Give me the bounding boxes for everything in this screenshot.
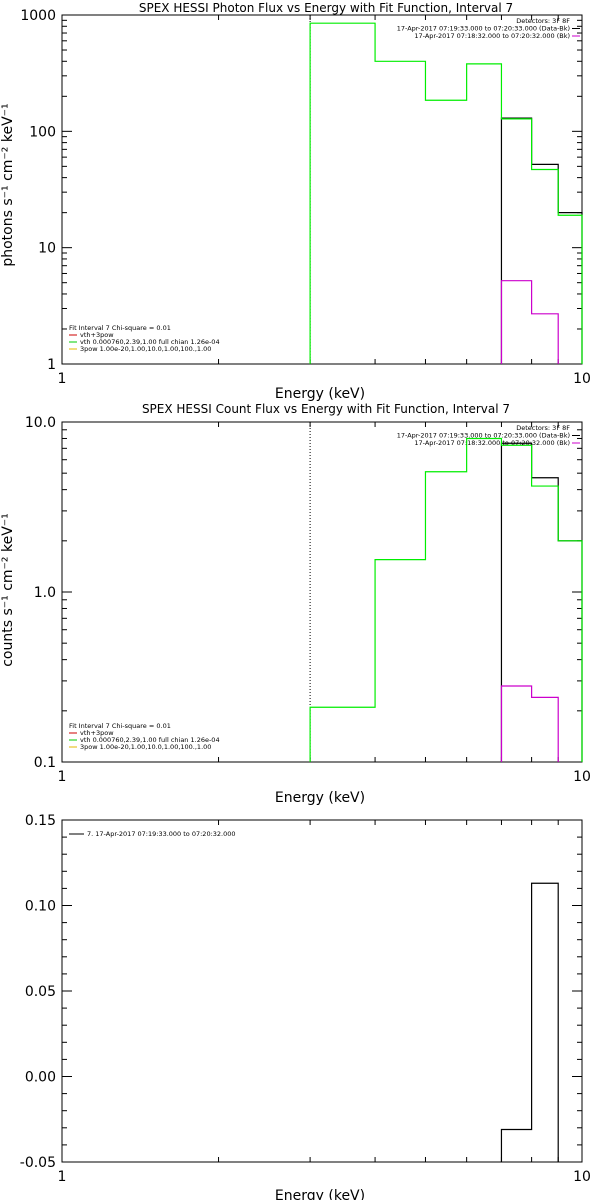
panel1-y-tick-label: 1 bbox=[47, 357, 56, 373]
panel1-frame bbox=[61, 14, 583, 365]
panel2-header-line: 17-Apr-2017 07:18:32.000 to 07:20:32.000… bbox=[414, 439, 570, 447]
panel2-fit-text-line: Fit Interval 7 Chi-square = 0.01 bbox=[69, 722, 171, 730]
panel2-series-2-histogram bbox=[309, 437, 583, 762]
panel2-y-tick-label: 10.0 bbox=[25, 415, 56, 431]
panel2-y-tick-label: 0.1 bbox=[34, 755, 56, 771]
panel3-y-tick-label: 0.00 bbox=[25, 1070, 56, 1086]
panel2-fit-text-line: vth 0.000760,2.39,1.00 full chian 1.26e-… bbox=[80, 736, 220, 744]
panel2-y-tick-label: 1.0 bbox=[34, 585, 56, 601]
panel1-x-tick-label: 10 bbox=[573, 371, 591, 387]
panel2-x-tick-label: 10 bbox=[573, 769, 591, 785]
panel1-ylabel: photons s⁻¹ cm⁻² keV⁻¹ bbox=[0, 103, 16, 266]
panel3-legend-text: 7. 17-Apr-2017 07:19:33.000 to 07:20:32.… bbox=[87, 830, 236, 838]
panel1-y-tick-label: 1000 bbox=[20, 8, 56, 24]
panel3-x-tick-label: 1 bbox=[58, 1169, 67, 1185]
panel2-x-tick-label: 1 bbox=[58, 769, 67, 785]
panel2-header-line: 17-Apr-2017 07:19:33.000 to 07:20:33.000… bbox=[397, 432, 570, 440]
panel3-y-tick-label: -0.05 bbox=[20, 1155, 56, 1171]
panel3-xlabel: Energy (keV) bbox=[275, 1188, 365, 1200]
panel2-series-0-histogram bbox=[500, 442, 583, 762]
panel2-series-1-histogram bbox=[500, 685, 559, 762]
panel1-fit-text-line: vth+3pow bbox=[80, 331, 114, 339]
panel2-xlabel: Energy (keV) bbox=[275, 790, 365, 806]
panel1-header-line: 17-Apr-2017 07:18:32.000 to 07:20:32.000… bbox=[414, 32, 570, 40]
panel3-y-tick-label: 0.05 bbox=[25, 984, 56, 1000]
panel1-fit-text-line: Fit Interval 7 Chi-square = 0.01 bbox=[69, 324, 171, 332]
panel1-series-0-histogram bbox=[500, 117, 583, 364]
panel3-series-0-histogram bbox=[500, 882, 559, 1162]
panel1-fit-text-line: vth 0.000760,2.39,1.00 full chian 1.26e-… bbox=[80, 338, 220, 346]
panel1-y-tick-label: 10 bbox=[38, 241, 56, 257]
panel1-series-1-histogram bbox=[500, 280, 559, 364]
panel1-header-line: 17-Apr-2017 07:19:33.000 to 07:20:33.000… bbox=[397, 25, 570, 33]
panel2-ylabel: counts s⁻¹ cm⁻² keV⁻¹ bbox=[0, 513, 16, 667]
panel3-y-tick-label: 0.10 bbox=[25, 899, 56, 915]
panel2-title: SPEX HESSI Count Flux vs Energy with Fit… bbox=[142, 402, 510, 416]
panel2-header-line: Detectors: 3F 8F bbox=[516, 424, 570, 432]
panel1-header-line: Detectors: 3F 8F bbox=[516, 17, 570, 25]
panel2-fit-text-line: vth+3pow bbox=[80, 729, 114, 737]
panel1-series-2-histogram bbox=[309, 22, 583, 364]
panel3-frame bbox=[61, 819, 583, 1163]
panel3-y-tick-label: 0.15 bbox=[25, 813, 56, 829]
panel2-frame bbox=[61, 421, 583, 763]
panel1-x-tick-label: 1 bbox=[58, 371, 67, 387]
panel1-y-tick-label: 100 bbox=[29, 124, 56, 140]
panel1-title: SPEX HESSI Photon Flux vs Energy with Fi… bbox=[139, 1, 513, 15]
panel1-fit-text-line: 3pow 1.00e-20,1.00,10.0,1.00,100.,1.00 bbox=[80, 345, 211, 353]
panel1-xlabel: Energy (keV) bbox=[275, 386, 365, 402]
panel3-x-tick-label: 10 bbox=[573, 1169, 591, 1185]
panel2-fit-text-line: 3pow 1.00e-20,1.00,10.0,1.00,100.,1.00 bbox=[80, 743, 211, 751]
